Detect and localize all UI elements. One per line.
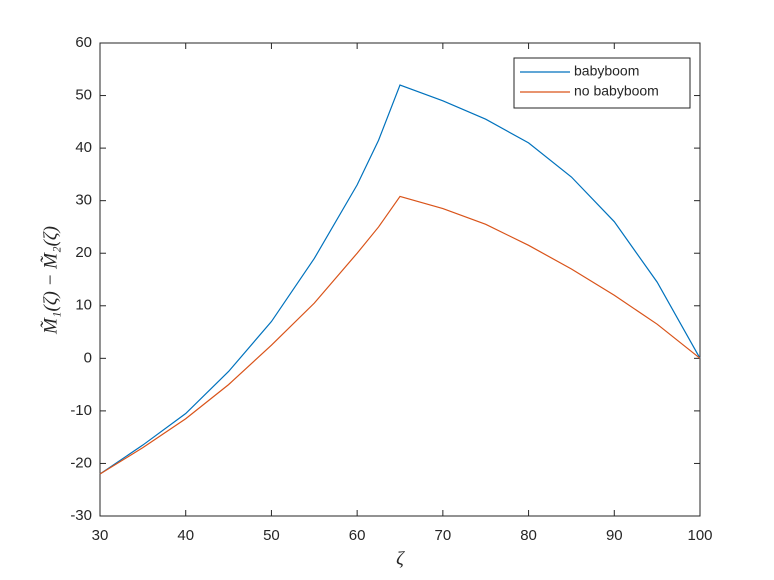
legend-label: no babyboom bbox=[574, 83, 659, 99]
y-tick-label: 10 bbox=[75, 297, 92, 314]
x-tick-label: 40 bbox=[177, 527, 194, 544]
y-tick-label: -10 bbox=[70, 402, 92, 419]
legend-label: babyboom bbox=[574, 63, 639, 79]
y-tick-label: 30 bbox=[75, 192, 92, 209]
plot-area bbox=[99, 42, 701, 517]
series-line bbox=[99, 195, 701, 475]
series-line bbox=[99, 84, 701, 475]
y-axis-label: M̃₁(ζ) − M̃₂(ζ) bbox=[40, 226, 61, 335]
x-tick-label: 90 bbox=[606, 527, 623, 544]
y-tick-label: -20 bbox=[70, 454, 92, 471]
y-tick-label: 0 bbox=[84, 349, 92, 366]
y-tick-label: 50 bbox=[75, 87, 92, 104]
y-tick-label: 60 bbox=[75, 34, 92, 51]
x-tick-label: 70 bbox=[435, 527, 452, 544]
y-tick-label: 20 bbox=[75, 244, 92, 261]
x-tick-label: 50 bbox=[263, 527, 280, 544]
x-tick-label: 80 bbox=[520, 527, 537, 544]
y-tick-label: -30 bbox=[70, 507, 92, 524]
x-tick-label: 60 bbox=[349, 527, 366, 544]
x-tick-label: 30 bbox=[92, 527, 109, 544]
y-tick-label: 40 bbox=[75, 139, 92, 156]
x-axis-label: ζ bbox=[396, 548, 405, 569]
legend-box bbox=[513, 57, 691, 109]
x-tick-label: 100 bbox=[687, 527, 712, 544]
